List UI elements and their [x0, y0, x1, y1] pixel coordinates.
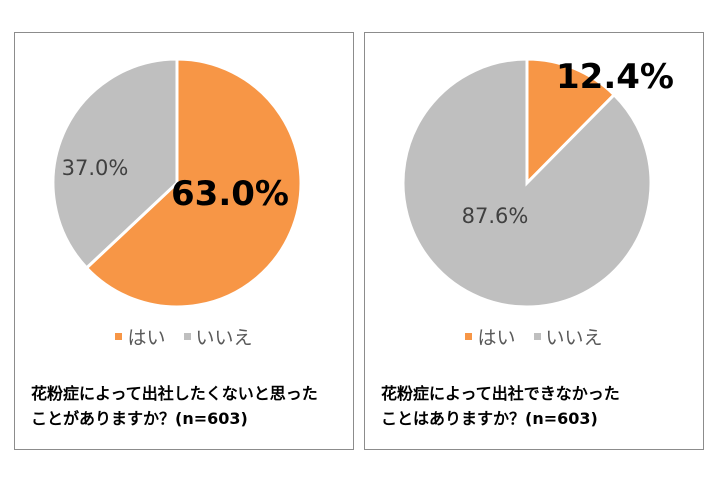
pie-slice-no: [51, 57, 179, 271]
pie-chart-right: 12.4% 87.6%: [401, 57, 674, 309]
legend-swatch-no: [533, 333, 541, 340]
legend-label-yes: はい: [127, 327, 166, 349]
legend-label-no: いいえ: [195, 327, 253, 349]
data-label-no: 87.6%: [462, 204, 529, 228]
chart-panel-right: 12.4% 87.6% はい いいえ 花粉症によって出社できなかった ことはありま…: [364, 32, 704, 450]
legend-item-yes: はい: [115, 323, 165, 350]
caption-right: 花粉症によって出社できなかった ことはありますか？(n=603): [381, 381, 695, 431]
caption-line-2: ことはありますか？(n=603): [381, 409, 598, 428]
caption-line-2: ことがありますか？(n=603): [31, 409, 248, 428]
data-label-yes: 12.4%: [556, 57, 674, 97]
data-label-yes: 63.0%: [171, 174, 289, 214]
legend-left: はい いいえ: [15, 323, 353, 350]
legend-swatch-no: [183, 333, 191, 340]
legend-swatch-yes: [115, 333, 123, 340]
legend-item-yes: はい: [465, 323, 515, 350]
legend-item-no: いいえ: [183, 323, 253, 350]
legend-item-no: いいえ: [533, 323, 603, 350]
legend-label-yes: はい: [477, 327, 516, 349]
legend-label-no: いいえ: [545, 327, 603, 349]
chart-panel-left: 63.0% 37.0% はい いいえ 花粉症によって出社したくないと思った ことが…: [14, 32, 354, 450]
caption-line-1: 花粉症によって出社できなかった: [381, 384, 620, 403]
data-label-no: 37.0%: [62, 156, 129, 180]
pie-slice-no: [401, 57, 653, 309]
legend-right: はい いいえ: [365, 323, 703, 350]
caption-line-1: 花粉症によって出社したくないと思った: [31, 384, 318, 403]
pie-slice-yes: [525, 57, 617, 187]
legend-swatch-yes: [465, 333, 473, 340]
pie-chart-left: 63.0% 37.0%: [51, 57, 303, 309]
caption-left: 花粉症によって出社したくないと思った ことがありますか？(n=603): [31, 381, 345, 431]
pie-slice-yes: [84, 57, 303, 309]
